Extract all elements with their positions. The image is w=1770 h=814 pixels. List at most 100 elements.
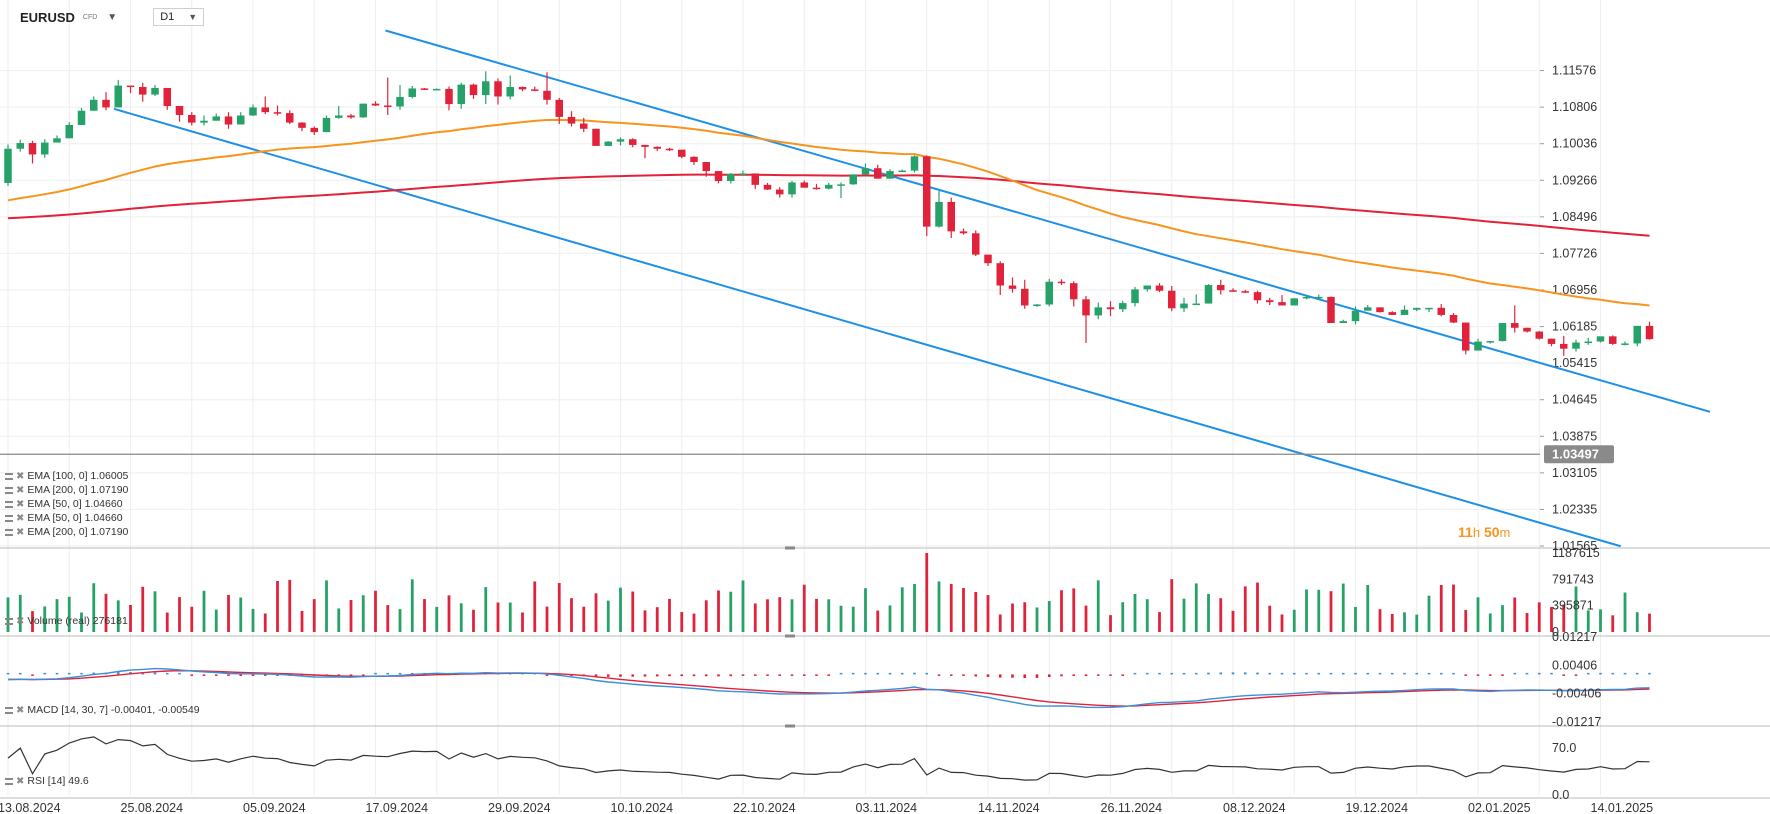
- macd-hist-bar: [1550, 672, 1553, 675]
- pane-resize-handle: [785, 724, 795, 728]
- macd-hist-bar: [1035, 674, 1039, 678]
- candle-bear: [1523, 327, 1531, 332]
- candle-bear: [102, 99, 110, 108]
- macd-hist-bar: [1513, 672, 1517, 675]
- settings-icon[interactable]: [5, 777, 13, 785]
- volume-bar: [1231, 610, 1235, 632]
- symbol-name[interactable]: EURUSD: [20, 9, 75, 25]
- volume-bar: [619, 587, 622, 632]
- candle-bull: [1302, 296, 1311, 299]
- y-tick-label: 1.06956: [1552, 283, 1597, 297]
- macd-hist-bar: [974, 674, 978, 677]
- macd-hist-bar: [1366, 672, 1370, 675]
- candle-bear: [1547, 338, 1556, 344]
- x-tick-label: 14.01.2025: [1591, 801, 1654, 814]
- settings-icon[interactable]: [5, 472, 13, 480]
- candle-bull: [114, 85, 122, 108]
- volume-bar: [949, 583, 953, 632]
- candle-bear: [972, 233, 980, 255]
- close-icon[interactable]: ✖: [16, 498, 25, 510]
- candle-bear: [420, 88, 429, 90]
- close-icon[interactable]: ✖: [16, 512, 25, 524]
- volume-bar: [1047, 600, 1051, 632]
- candle-bear: [800, 182, 808, 188]
- candle-bull: [249, 107, 257, 116]
- candle-bull: [935, 201, 943, 227]
- candle-bull: [739, 173, 747, 175]
- settings-icon[interactable]: [5, 486, 13, 494]
- settings-icon[interactable]: [5, 514, 13, 522]
- candle-bear: [298, 122, 306, 128]
- candle-bear: [1229, 290, 1237, 292]
- trend-line-upper: [385, 29, 1711, 413]
- candle-bull: [849, 174, 857, 185]
- volume-bar: [67, 596, 71, 632]
- macd-hist-bar: [80, 672, 83, 675]
- volume-bar: [227, 594, 230, 632]
- volume-bar: [557, 583, 561, 632]
- candle-bear: [776, 189, 784, 195]
- macd-hist-bar: [668, 674, 671, 677]
- macd-hist-bar: [631, 674, 635, 677]
- volume-bar: [925, 553, 929, 632]
- close-icon[interactable]: ✖: [16, 775, 25, 787]
- volume-bar: [288, 579, 292, 632]
- settings-icon[interactable]: [5, 528, 13, 536]
- candle-bull: [77, 110, 86, 125]
- volume-bar: [43, 606, 47, 632]
- volume-bar: [790, 599, 794, 632]
- volume-bar: [766, 599, 769, 632]
- macd-hist-bar: [1354, 672, 1357, 675]
- macd-hist-bar: [1378, 672, 1382, 675]
- volume-bar: [386, 605, 390, 632]
- y-tick-label: 1.09266: [1552, 173, 1597, 187]
- macd-hist-bar: [1488, 674, 1492, 676]
- y-axis-macd: 0.01217 0.00406 -0.00406 -0.01217: [1552, 630, 1601, 729]
- y-tick-label: 1.10036: [1552, 137, 1597, 151]
- candle-bull: [1474, 341, 1482, 351]
- macd-hist-bar: [998, 674, 1002, 678]
- candle-bull: [322, 117, 331, 133]
- volume-bar: [937, 581, 941, 632]
- candle-bear: [175, 105, 184, 116]
- close-icon[interactable]: ✖: [16, 526, 25, 538]
- volume-bars: [6, 553, 1651, 632]
- macd-hist-bar: [827, 674, 831, 676]
- candle-bear: [1168, 290, 1176, 309]
- macd-hist-bar: [1390, 672, 1394, 675]
- volume-bar: [484, 587, 488, 632]
- chevron-down-icon: ▼: [188, 12, 198, 22]
- volume-bar: [827, 599, 831, 632]
- candle-bull: [1180, 303, 1188, 309]
- macd-hist-bar: [619, 674, 622, 677]
- settings-icon[interactable]: [5, 706, 13, 714]
- candle-bear: [1266, 300, 1274, 303]
- macd-hist-bar: [116, 672, 120, 675]
- timeframe-selector[interactable]: D1 ▼: [153, 8, 205, 26]
- settings-icon[interactable]: [5, 617, 13, 625]
- candle-bear: [1155, 285, 1164, 291]
- y-axis-main: 1.11576 1.10806 1.10036 1.09266 1.08496 1.077…: [0, 64, 1597, 553]
- y-tick-label: 791743: [1552, 572, 1594, 586]
- macd-hist-bar: [913, 672, 916, 675]
- close-icon[interactable]: ✖: [16, 484, 25, 496]
- macd-hist-bar: [1145, 672, 1149, 675]
- macd-hist-bar: [876, 672, 880, 675]
- macd-hist-bar: [190, 674, 194, 676]
- volume-bar: [839, 605, 843, 632]
- settings-icon[interactable]: [5, 500, 13, 508]
- candle-bull: [41, 142, 49, 155]
- pane-resize-handle: [785, 546, 795, 550]
- volume-bar: [1586, 610, 1590, 632]
- volume-bar: [1170, 579, 1174, 632]
- close-icon[interactable]: ✖: [16, 704, 25, 716]
- candle-bull: [1584, 341, 1592, 344]
- volume-bar: [104, 593, 108, 632]
- candle-bear: [1535, 331, 1543, 339]
- close-icon[interactable]: ✖: [16, 470, 25, 482]
- symbol-dropdown-icon[interactable]: ▼: [107, 11, 118, 23]
- macd-hist-bar: [386, 672, 390, 675]
- close-icon[interactable]: ✖: [16, 615, 25, 627]
- volume-bar: [447, 595, 451, 632]
